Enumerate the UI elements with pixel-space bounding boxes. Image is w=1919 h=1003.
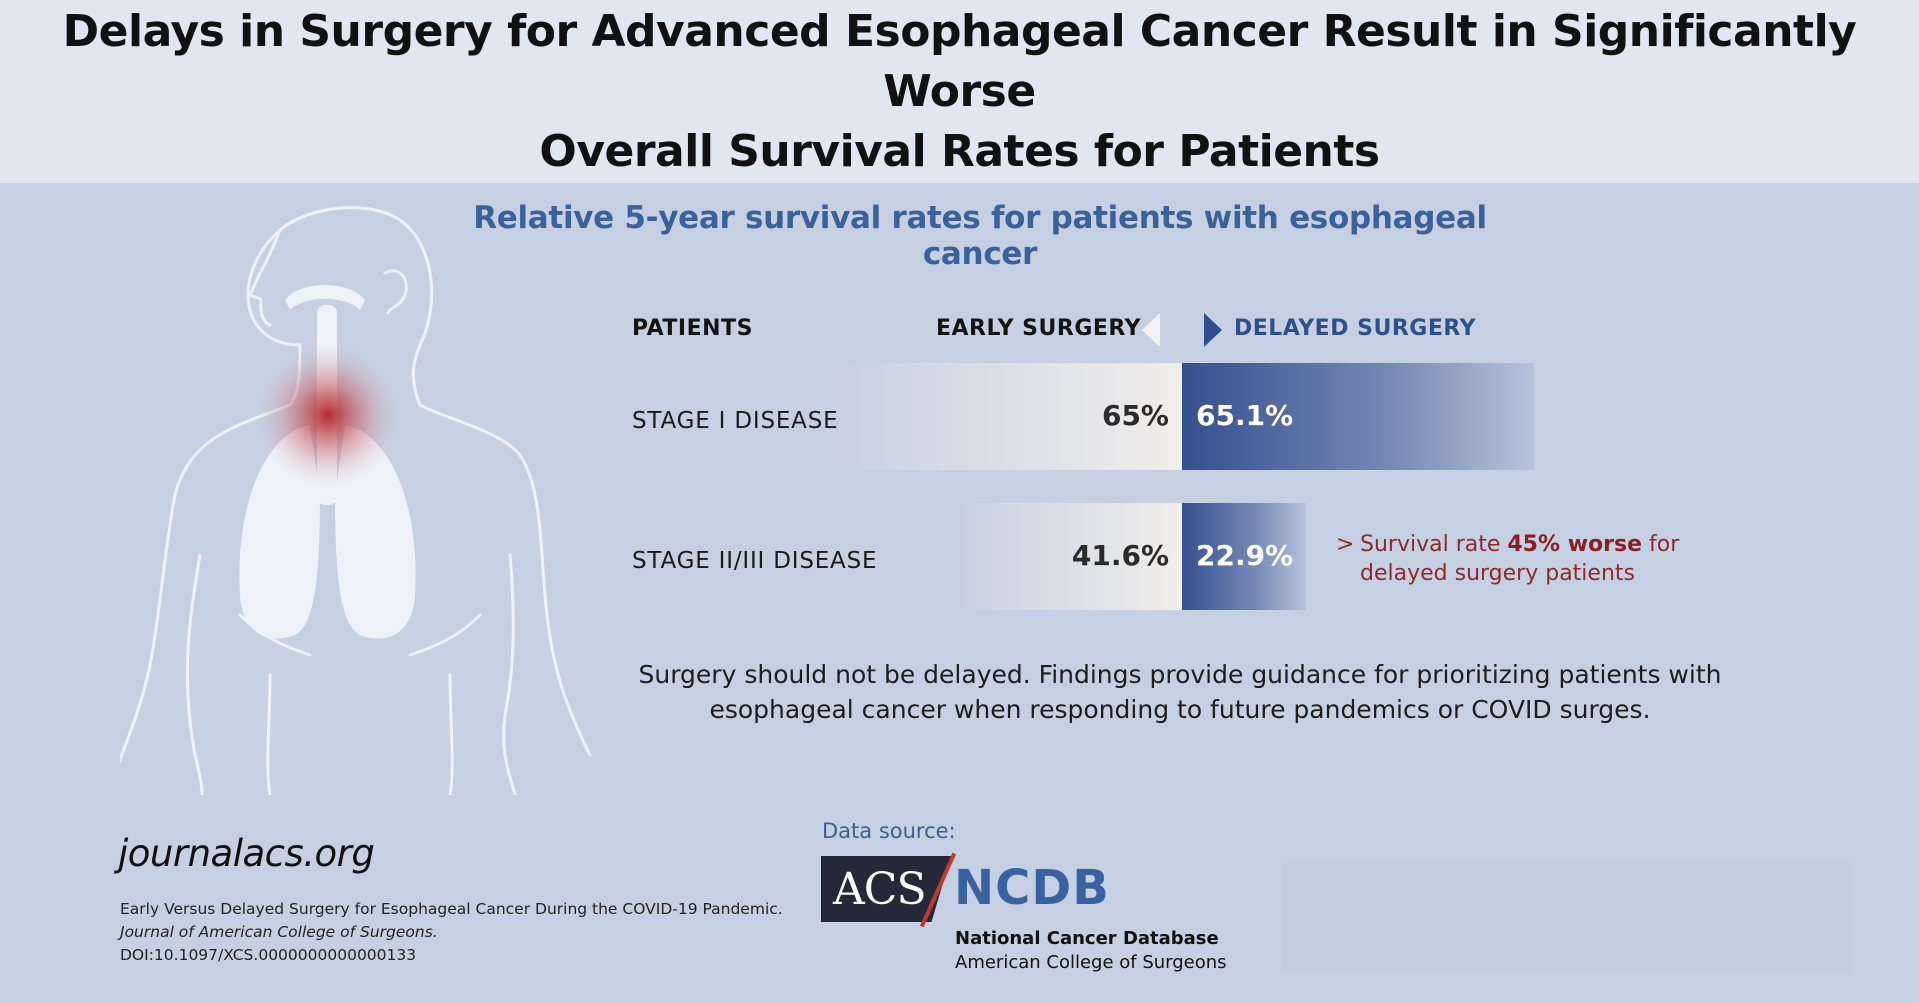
journal-site-link[interactable]: journalacs.org <box>118 832 375 875</box>
row-label-stage-1: STAGE I DISEASE <box>632 408 839 434</box>
chevron-right-icon <box>1204 313 1222 347</box>
conclusion-line-2: esophageal cancer when responding to fut… <box>709 695 1651 724</box>
data-source-label: Data source: <box>822 819 956 843</box>
annotation-text-before: Survival rate <box>1360 532 1508 557</box>
label-early-2: 41.6% <box>1071 539 1169 572</box>
citation-journal: Journal of American College of Surgeons. <box>120 923 438 941</box>
title-line-1: Delays in Surgery for Advanced Esophagea… <box>62 5 1857 117</box>
throat-highlight-icon <box>256 343 400 487</box>
header-banner: Delays in Surgery for Advanced Esophagea… <box>0 0 1919 183</box>
row-label-stage-2-3: STAGE II/III DISEASE <box>632 548 878 574</box>
label-delayed-2: 22.9% <box>1196 539 1294 572</box>
column-header-patients: PATIENTS <box>632 316 753 341</box>
conclusion-line-1: Surgery should not be delayed. Findings … <box>638 660 1722 689</box>
bar-early-2 <box>957 503 1182 610</box>
ncdb-logo-text: NCDB <box>954 860 1110 916</box>
ncdb-organization: American College of Surgeons <box>955 952 1227 973</box>
chevron-left-icon <box>1142 313 1160 347</box>
annotation-text-after: for delayed surgery patients <box>1360 532 1680 586</box>
citation: Early Versus Delayed Surgery for Esophag… <box>120 898 820 967</box>
bar-delayed-2 <box>1182 503 1306 610</box>
acs-logo-text: ACS <box>833 864 927 915</box>
citation-doi: DOI:10.1097/XCS.0000000000000133 <box>120 946 417 964</box>
label-delayed-1: 65.1% <box>1196 399 1294 432</box>
chart-title: Relative 5-year survival rates for patie… <box>473 200 1487 272</box>
bar-early-1 <box>831 363 1182 470</box>
citation-title: Early Versus Delayed Surgery for Esophag… <box>120 900 783 918</box>
conclusion-text: Surgery should not be delayed. Findings … <box>630 657 1730 727</box>
human-torso-icon <box>120 206 592 795</box>
ncdb-full-name: National Cancer Database <box>955 928 1219 949</box>
column-header-delayed: DELAYED SURGERY <box>1234 316 1477 341</box>
page-title: Delays in Surgery for Advanced Esophagea… <box>0 2 1919 182</box>
bar-delayed-1 <box>1182 363 1534 470</box>
column-header-early: EARLY SURGERY <box>936 316 1142 341</box>
title-line-2: Overall Survival Rates for Patients <box>539 125 1380 177</box>
survival-annotation: > Survival rate 45% worse for delayed su… <box>1336 530 1696 588</box>
annotation-highlight: 45% worse <box>1507 532 1642 557</box>
annotation-marker: > <box>1336 532 1355 557</box>
redacted-region <box>1282 862 1852 972</box>
label-early-1: 65% <box>1101 399 1169 432</box>
